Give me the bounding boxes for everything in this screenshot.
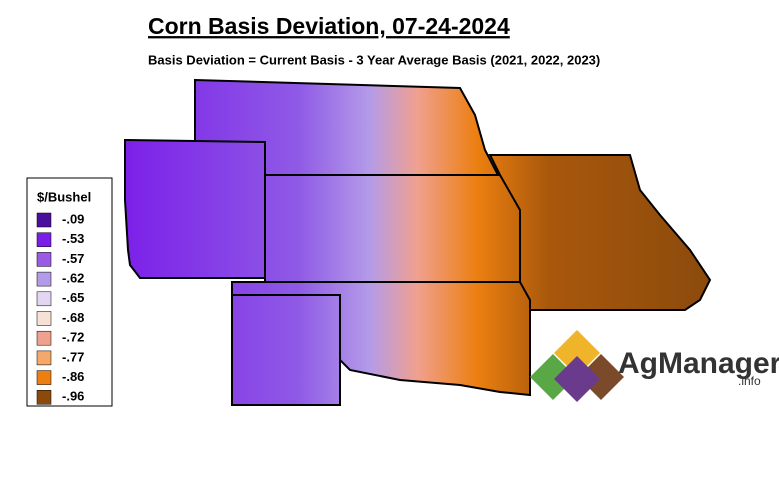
legend-label: -.96 — [62, 389, 84, 404]
legend-swatch — [36, 252, 52, 267]
legend-swatch — [36, 330, 52, 346]
legend-label: -.72 — [62, 330, 84, 345]
legend-label: -.62 — [62, 271, 84, 286]
legend-swatch — [36, 370, 52, 385]
legend: -.09 -.53 -.57 -.62 -.65 -.68 -.72 -.77 -.86 -.96 — [36, 211, 84, 405]
legend-label: -.68 — [62, 310, 84, 325]
legend-swatch — [36, 291, 52, 307]
map — [124, 78, 712, 406]
title: Corn Basis Deviation, 07-24-2024 — [148, 13, 510, 39]
legend-swatch — [36, 390, 52, 405]
legend-title: $/Bushel — [37, 189, 91, 204]
state-missouri — [488, 154, 712, 311]
state-kansas — [264, 174, 521, 283]
legend-swatch — [36, 232, 52, 247]
legend-swatch — [36, 311, 52, 326]
state-texas — [231, 294, 341, 406]
legend-swatch — [36, 350, 52, 366]
legend-label: -.65 — [62, 290, 84, 305]
legend-label: -.86 — [62, 369, 84, 384]
logo-suffix: .info — [738, 374, 761, 388]
logo: AgManager .info — [530, 330, 779, 402]
legend-label: -.77 — [62, 349, 84, 364]
legend-swatch — [36, 271, 52, 287]
state-colorado — [124, 138, 266, 279]
legend-label: -.53 — [62, 231, 84, 246]
legend-label: -.09 — [62, 211, 84, 226]
logo-name: AgManager — [618, 347, 779, 380]
subtitle: Basis Deviation = Current Basis - 3 Year… — [148, 52, 600, 67]
legend-label: -.57 — [62, 251, 84, 266]
legend-swatch — [36, 212, 52, 228]
